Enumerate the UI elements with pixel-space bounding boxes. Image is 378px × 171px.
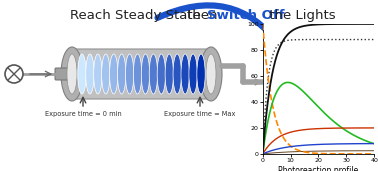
- Text: Switch Off: Switch Off: [207, 9, 285, 22]
- Ellipse shape: [102, 54, 110, 94]
- Ellipse shape: [86, 54, 94, 94]
- Ellipse shape: [181, 54, 189, 94]
- Ellipse shape: [141, 54, 150, 94]
- Ellipse shape: [197, 54, 205, 94]
- Text: Exposure time = 0 min: Exposure time = 0 min: [45, 111, 121, 117]
- Text: the Lights: the Lights: [265, 9, 335, 22]
- Ellipse shape: [61, 47, 83, 101]
- Ellipse shape: [165, 54, 174, 94]
- Ellipse shape: [118, 54, 126, 94]
- Ellipse shape: [125, 54, 134, 94]
- FancyBboxPatch shape: [55, 68, 71, 80]
- Circle shape: [5, 65, 23, 83]
- Ellipse shape: [189, 54, 197, 94]
- Text: Exposure time = Max: Exposure time = Max: [164, 111, 236, 117]
- FancyArrowPatch shape: [158, 5, 279, 45]
- Ellipse shape: [110, 54, 118, 94]
- Ellipse shape: [78, 54, 86, 94]
- Ellipse shape: [133, 54, 142, 94]
- Text: then: then: [187, 9, 222, 22]
- FancyBboxPatch shape: [75, 49, 208, 99]
- Ellipse shape: [94, 54, 102, 94]
- Ellipse shape: [206, 54, 216, 94]
- Ellipse shape: [173, 54, 181, 94]
- X-axis label: Photoreaction profile: Photoreaction profile: [278, 166, 359, 171]
- Ellipse shape: [157, 54, 166, 94]
- Ellipse shape: [67, 54, 77, 94]
- Ellipse shape: [200, 47, 222, 101]
- Ellipse shape: [149, 54, 158, 94]
- Text: Reach Steady State: Reach Steady State: [70, 9, 205, 22]
